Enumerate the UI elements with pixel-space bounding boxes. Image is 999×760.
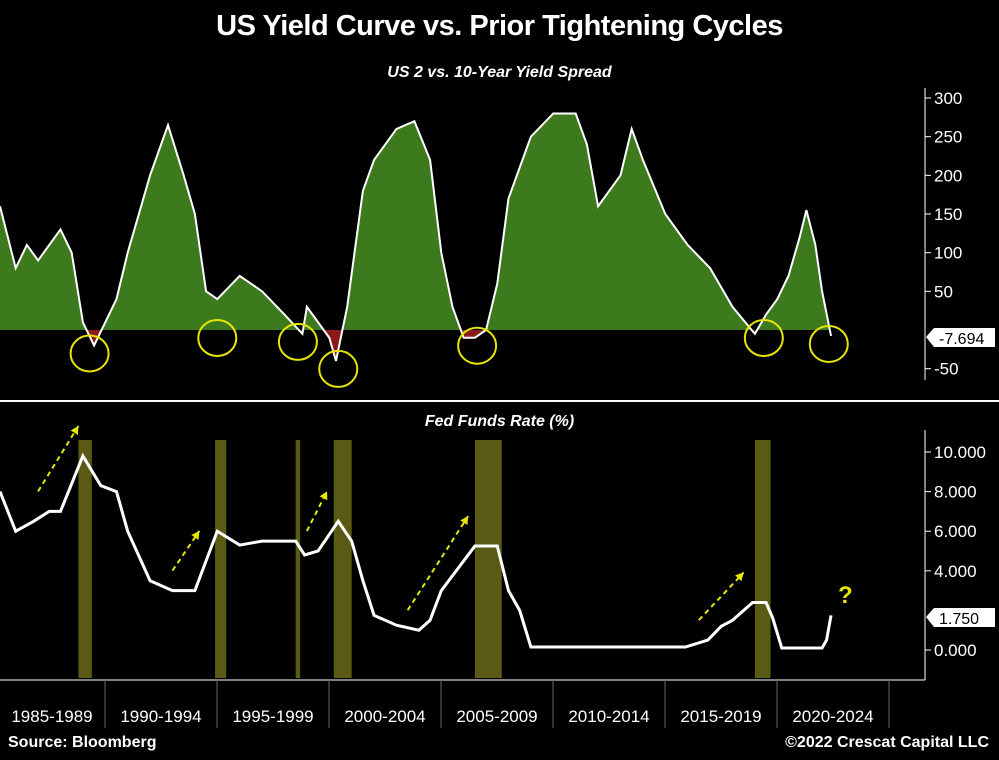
y-tick-label: 150 bbox=[934, 205, 962, 224]
x-tick-label: 2000-2004 bbox=[344, 707, 425, 726]
y-tick-label: 100 bbox=[934, 244, 962, 263]
tightening-arrow bbox=[698, 571, 745, 621]
source-note: Source: Bloomberg bbox=[8, 734, 157, 751]
chart-title: US Yield Curve vs. Prior Tightening Cycl… bbox=[216, 10, 783, 42]
inversion-highlight-circle bbox=[457, 326, 498, 365]
question-mark-annotation: ? bbox=[838, 582, 853, 609]
arrow-head bbox=[191, 530, 200, 540]
inversion-highlight-circle bbox=[318, 349, 359, 388]
inversion-highlight-circle bbox=[808, 324, 849, 363]
arrow-head bbox=[319, 491, 328, 501]
arrow-head bbox=[70, 425, 79, 435]
y-tick-label: 300 bbox=[934, 89, 962, 108]
badge-shape bbox=[926, 608, 995, 627]
y-tick-label: 250 bbox=[934, 128, 962, 147]
x-tick-label: 2015-2019 bbox=[680, 707, 761, 726]
spread-positive-area bbox=[0, 113, 832, 330]
y-tick-label: 6.000 bbox=[934, 522, 977, 541]
fed-funds-line bbox=[0, 452, 833, 650]
inversion-period-shade bbox=[295, 440, 301, 678]
tightening-arrow bbox=[37, 425, 80, 492]
last-value-badge: -7.694 bbox=[926, 328, 995, 348]
tightening-arrow bbox=[171, 530, 201, 572]
y-tick-label: 10.000 bbox=[934, 443, 986, 462]
inversion-highlight-circle bbox=[197, 319, 238, 357]
badge-shape bbox=[926, 328, 995, 347]
top-panel-title: US 2 vs. 10-Year Yield Spread bbox=[387, 64, 612, 81]
x-tick-label: 2020-2024 bbox=[792, 707, 873, 726]
x-tick-label: 2005-2009 bbox=[456, 707, 537, 726]
inversion-highlight-circle bbox=[277, 322, 318, 361]
inversion-period-shade bbox=[215, 440, 227, 678]
last-value-badge: 1.750 bbox=[926, 608, 995, 628]
spread-line bbox=[0, 112, 833, 362]
tightening-arrow bbox=[406, 515, 470, 611]
inversion-highlight-circle bbox=[743, 319, 784, 357]
y-tick-label: 0.000 bbox=[934, 641, 977, 660]
badge-text: -7.694 bbox=[939, 331, 984, 348]
inversion-period-shade bbox=[78, 440, 92, 678]
copyright-note: ©2022 Crescat Capital LLC bbox=[785, 734, 989, 751]
x-tick-label: 1985-1989 bbox=[11, 707, 92, 726]
badge-text: 1.750 bbox=[939, 611, 979, 628]
x-tick-label: 2010-2014 bbox=[568, 707, 649, 726]
inversion-period-shade bbox=[333, 440, 352, 678]
bottom-panel-title: Fed Funds Rate (%) bbox=[424, 413, 575, 430]
inversion-period-shade bbox=[474, 440, 502, 678]
y-tick-label: 200 bbox=[934, 166, 962, 185]
inversion-period-shade bbox=[754, 440, 771, 678]
y-tick-label: 50 bbox=[934, 282, 953, 301]
y-tick-label: 4.000 bbox=[934, 562, 977, 581]
y-tick-label: 8.000 bbox=[934, 483, 977, 502]
x-tick-label: 1990-1994 bbox=[120, 707, 201, 726]
y-tick-label: -50 bbox=[934, 360, 959, 379]
x-tick-label: 1995-1999 bbox=[232, 707, 313, 726]
inversion-highlight-circle bbox=[69, 334, 110, 373]
arrow-head bbox=[735, 572, 744, 582]
arrow-head bbox=[460, 516, 469, 526]
